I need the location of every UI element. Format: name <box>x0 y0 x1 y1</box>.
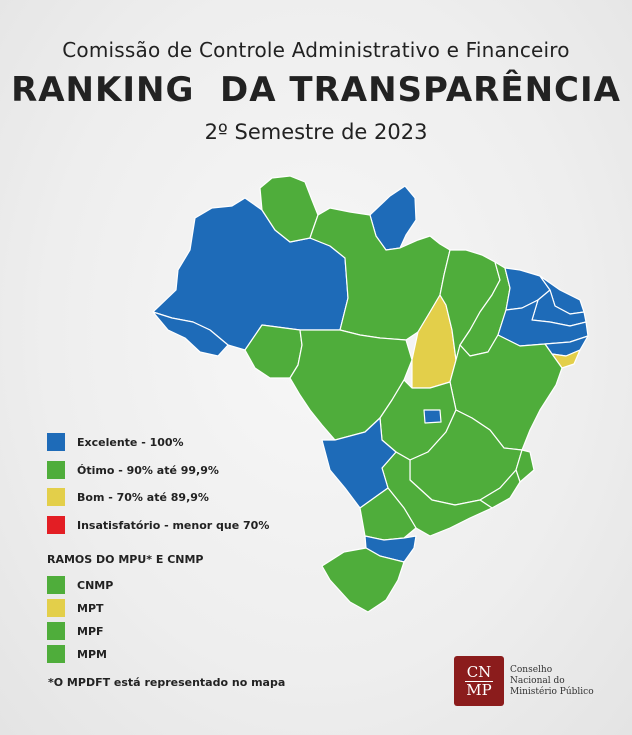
legend-item-excelente: Excelente - 100% <box>47 433 184 451</box>
state-ac <box>152 311 229 357</box>
branches-heading: RAMOS DO MPU* E CNMP <box>47 553 204 566</box>
logo-text: Conselho Nacional do Ministério Público <box>510 665 594 698</box>
branch-item-mpf: MPF <box>47 622 104 640</box>
logo-mark-top: CN <box>464 662 494 682</box>
legend-item-bom: Bom - 70% até 89,9% <box>47 488 209 506</box>
branch-swatch <box>47 645 65 663</box>
legend-label: Insatisfatório - menor que 70% <box>77 518 270 532</box>
header-subtitle: Comissão de Controle Administrativo e Fi… <box>62 38 570 62</box>
branch-label: CNMP <box>77 578 114 592</box>
footnote: *O MPDFT está representado no mapa <box>48 676 286 689</box>
state-rs <box>321 547 405 613</box>
legend-swatch <box>47 516 65 534</box>
cnmp-logo: CN MP Conselho Nacional do Ministério Pú… <box>454 656 594 706</box>
branch-item-cnmp: CNMP <box>47 576 113 594</box>
legend-swatch <box>47 433 65 451</box>
state-es <box>515 449 535 483</box>
branch-swatch <box>47 599 65 617</box>
branch-swatch <box>47 622 65 640</box>
legend-swatch <box>47 488 65 506</box>
branch-label: MPT <box>77 601 104 615</box>
legend-label: Excelente - 100% <box>77 435 184 449</box>
logo-mark-bottom: MP <box>466 680 492 699</box>
logo-line: Ministério Público <box>510 686 594 697</box>
cnmp-logo-mark: CN MP <box>454 656 504 706</box>
header-period: 2º Semestre de 2023 <box>204 120 428 144</box>
branch-label: MPF <box>77 624 104 638</box>
branch-label: MPM <box>77 647 107 661</box>
logo-line: Conselho <box>510 664 553 675</box>
branch-swatch <box>47 576 65 594</box>
state-ms <box>321 417 397 509</box>
legend-label: Bom - 70% até 89,9% <box>77 490 209 504</box>
branch-item-mpm: MPM <box>47 645 107 663</box>
branch-item-mpt: MPT <box>47 599 104 617</box>
page-title: RANKING DA TRANSPARÊNCIA <box>11 70 621 110</box>
legend-swatch <box>47 461 65 479</box>
state-df <box>423 409 442 424</box>
logo-line: Nacional do <box>510 675 565 686</box>
legend-label: Ótimo - 90% até 99,9% <box>77 463 219 477</box>
legend-item-insatisfatorio: Insatisfatório - menor que 70% <box>47 516 269 534</box>
legend-item-otimo: Ótimo - 90% até 99,9% <box>47 461 219 479</box>
